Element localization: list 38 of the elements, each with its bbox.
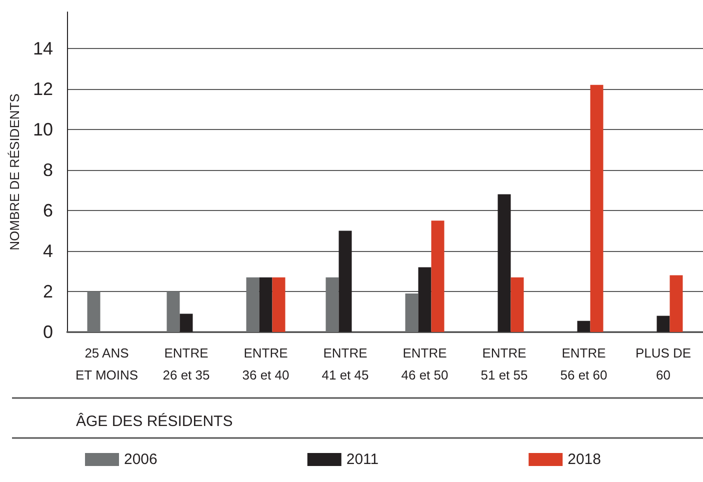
x-tick-label: ENTRE 36 et 40 [242,346,290,382]
bar [246,277,260,332]
x-tick-label: ENTRE 26 et 35 [162,346,210,382]
y-tick-label: 14 [32,38,53,58]
legend-label: 2006 [124,451,158,468]
legend-label: 2011 [346,451,379,468]
bar [87,291,100,332]
bar [590,84,604,332]
y-tick-label: 0 [42,322,53,342]
legend-label: 2018 [568,451,601,468]
bar [498,194,511,332]
bar [180,314,193,332]
bar [326,277,339,332]
x-tick-label: PLUS DE 60 [635,346,692,382]
x-tick-label: 25 ANS ET MOINS [75,346,138,382]
bar [418,267,432,332]
x-tick-label: ENTRE 56 et 60 [560,346,608,382]
bar [166,291,180,332]
bar [577,320,590,332]
y-tick-label: 8 [42,160,53,180]
x-tick-label: ENTRE 51 et 55 [480,346,528,382]
bar [338,230,352,332]
x-axis-title: ÂGE DES RÉSIDENTS [76,412,233,430]
bar [656,316,670,332]
y-tick-label: 6 [42,200,53,220]
bar [272,277,286,332]
bar [670,275,683,332]
y-tick-label: 4 [42,240,53,261]
x-tick-label: ENTRE 46 et 50 [401,346,448,382]
y-tick-label: 2 [42,281,53,302]
x-tick-label: ENTRE 41 et 45 [322,346,369,382]
bar [405,294,418,332]
bar [431,220,444,332]
y-tick-label: 10 [32,119,53,140]
y-tick-label: 12 [32,78,53,99]
bar [510,277,524,332]
y-axis-title: NOMBRE DE RÉSIDENTS [7,93,22,250]
bar [259,277,272,332]
